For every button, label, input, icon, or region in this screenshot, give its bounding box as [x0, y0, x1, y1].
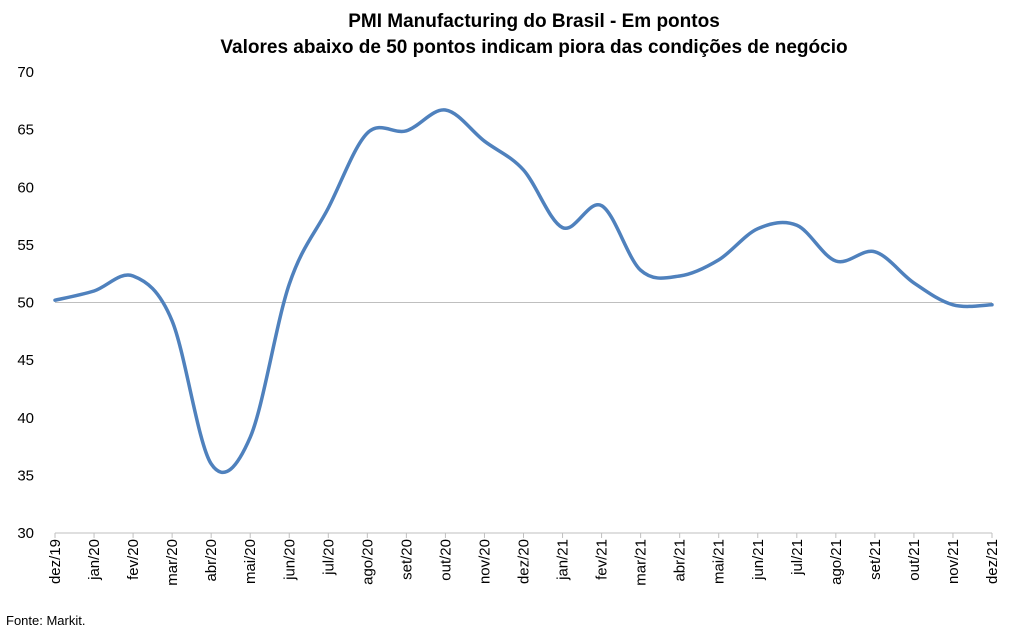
- chart-subtitle: Valores abaixo de 50 pontos indicam pior…: [220, 37, 847, 58]
- x-tick-label: out/20: [437, 539, 454, 581]
- y-tick-label: 40: [17, 410, 34, 427]
- x-tick-label: dez/19: [47, 539, 64, 584]
- y-axis: 30 35 40 45 50 55 60 65 70: [17, 64, 34, 542]
- x-tick-label: set/20: [398, 539, 415, 580]
- x-tick-label: fev/20: [125, 539, 142, 580]
- y-tick-label: 35: [17, 467, 34, 484]
- y-tick-label: 30: [17, 525, 34, 542]
- x-tick-label: abr/20: [203, 539, 220, 582]
- x-tick-label: dez/20: [516, 539, 533, 584]
- source-note: Fonte: Markit.: [6, 613, 85, 628]
- x-tick-label: mar/20: [164, 539, 181, 586]
- x-tick-label: jun/21: [750, 539, 767, 581]
- x-tick-label: ago/21: [828, 539, 845, 585]
- x-tick-label: jun/20: [281, 539, 298, 581]
- series-group: [53, 108, 994, 475]
- y-tick-label: 70: [17, 64, 34, 81]
- x-tick-label: set/21: [867, 539, 884, 580]
- y-tick-label: 55: [17, 237, 34, 254]
- y-tick-label: 60: [17, 179, 34, 196]
- x-tick-label: abr/21: [672, 539, 689, 582]
- x-tick-label: mai/21: [711, 539, 728, 584]
- y-tick-label: 45: [17, 352, 34, 369]
- x-tick-label: dez/21: [984, 539, 1001, 584]
- x-tick-label: jan/20: [86, 539, 103, 581]
- y-tick-label: 65: [17, 122, 34, 139]
- x-tick-label: nov/20: [476, 539, 493, 584]
- x-tick-label: jan/21: [555, 539, 572, 581]
- series-line: [53, 108, 994, 475]
- x-axis: dez/19 jan/20 fev/20 mar/20 abr/20 mai/20 jun/…: [47, 532, 1001, 586]
- y-tick-label: 50: [17, 295, 34, 312]
- x-tick-label: mar/21: [633, 539, 650, 586]
- x-tick-label: ago/20: [359, 539, 376, 585]
- x-tick-label: jul/21: [789, 539, 806, 576]
- x-tick-label: nov/21: [945, 539, 962, 584]
- x-tick-label: mai/20: [242, 539, 259, 584]
- chart-title: PMI Manufacturing do Brasil - Em pontos: [348, 11, 720, 32]
- x-tick-label: jul/20: [320, 539, 337, 576]
- x-tick-label: fev/21: [594, 539, 611, 580]
- x-tick-label: out/21: [906, 539, 923, 581]
